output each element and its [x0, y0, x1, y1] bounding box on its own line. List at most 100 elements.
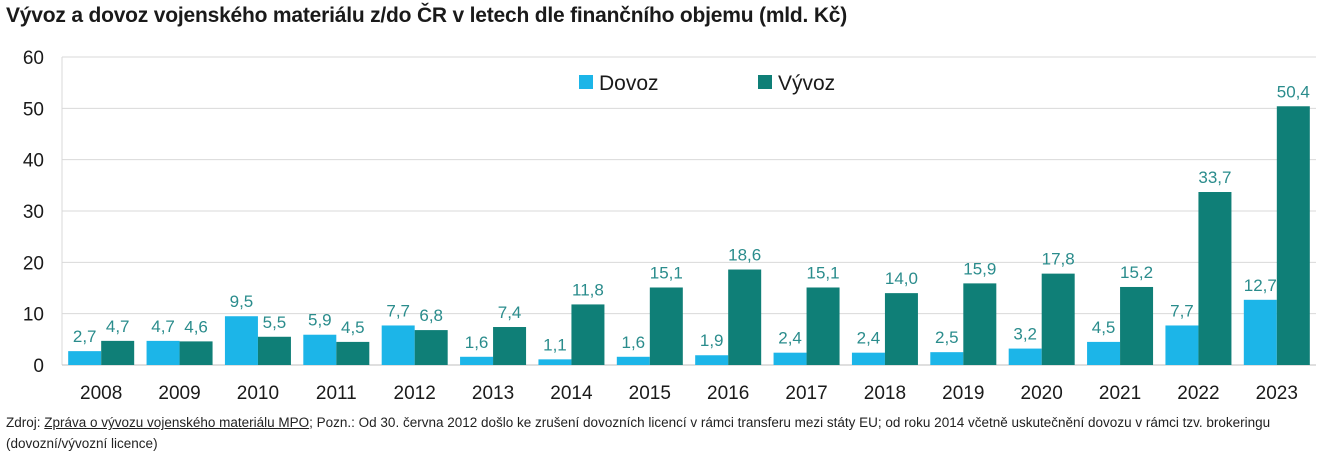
data-label-dovoz: 7,7 [386, 301, 410, 320]
bar-dovoz [1087, 341, 1121, 365]
bar-vyvoz [493, 327, 527, 365]
bar-dovoz [695, 355, 729, 365]
y-tick-label: 30 [23, 202, 44, 223]
y-tick-label: 40 [23, 151, 44, 172]
data-label-vyvoz: 33,7 [1198, 168, 1231, 187]
x-tick-label: 2014 [550, 383, 593, 404]
data-label-vyvoz: 11,8 [572, 280, 604, 299]
bar-vyvoz [1276, 106, 1310, 365]
data-label-vyvoz: 18,6 [728, 246, 761, 265]
bar-vyvoz [649, 287, 683, 365]
bar-dovoz [773, 352, 807, 365]
bar-vyvoz [884, 293, 918, 365]
y-tick-label: 20 [23, 253, 44, 274]
bar-vyvoz [414, 330, 448, 365]
data-label-vyvoz: 4,7 [106, 317, 130, 336]
x-tick-label: 2013 [472, 383, 514, 404]
x-tick-label: 2017 [785, 383, 827, 404]
data-label-dovoz: 4,5 [1092, 318, 1116, 337]
legend-swatch-dovoz [579, 75, 593, 89]
data-label-dovoz: 1,9 [700, 331, 724, 350]
legend: Dovoz Vývoz [579, 72, 835, 95]
bar-dovoz [1165, 325, 1199, 365]
bar-vyvoz [1041, 273, 1075, 365]
bar-vyvoz [179, 341, 213, 365]
x-tick-label: 2016 [707, 383, 749, 404]
x-tick-label: 2023 [1256, 383, 1298, 404]
data-label-dovoz: 3,2 [1013, 325, 1037, 344]
bars [68, 106, 1310, 365]
x-tick-label: 2015 [629, 383, 671, 404]
bar-dovoz [146, 340, 180, 365]
data-label-dovoz: 2,4 [778, 329, 802, 348]
x-tick-label: 2021 [1099, 383, 1141, 404]
data-label-vyvoz: 15,2 [1120, 263, 1153, 282]
bar-vyvoz [101, 340, 135, 365]
data-label-dovoz: 2,5 [935, 328, 959, 347]
bar-dovoz [303, 334, 337, 365]
data-label-vyvoz: 14,0 [885, 269, 918, 288]
data-label-dovoz: 5,9 [308, 311, 332, 330]
bar-vyvoz [257, 336, 291, 365]
legend-label-vyvoz: Vývoz [778, 72, 835, 95]
data-label-vyvoz: 5,5 [263, 313, 287, 332]
data-label-vyvoz: 17,8 [1042, 250, 1075, 269]
data-label-vyvoz: 50,4 [1277, 82, 1310, 101]
bar-vyvoz [728, 269, 762, 365]
y-tick-label: 0 [33, 356, 44, 377]
bar-vyvoz [963, 283, 997, 365]
footnote-note: ; Pozn.: Od 30. června 2012 došlo ke zru… [6, 415, 1271, 451]
data-label-vyvoz: 15,1 [650, 263, 683, 282]
data-label-dovoz: 12,7 [1244, 276, 1277, 295]
x-tick-label: 2011 [316, 383, 357, 404]
bar-dovoz [930, 352, 964, 365]
x-tick-label: 2018 [864, 383, 906, 404]
data-label-vyvoz: 15,9 [963, 259, 996, 278]
data-label-dovoz: 2,7 [73, 327, 97, 346]
data-label-dovoz: 4,7 [151, 317, 175, 336]
source-link[interactable]: Zpráva o vývozu vojenského materiálu MPO [44, 415, 310, 430]
data-label-dovoz: 1,1 [543, 335, 567, 354]
bar-vyvoz [1198, 192, 1232, 365]
y-tick-label: 60 [23, 48, 44, 69]
x-tick-label: 2019 [942, 383, 984, 404]
bar-vyvoz [336, 341, 370, 365]
x-tick-label: 2009 [158, 383, 200, 404]
data-label-dovoz: 9,5 [230, 292, 254, 311]
x-tick-label: 2020 [1021, 383, 1063, 404]
data-label-vyvoz: 4,6 [184, 317, 208, 336]
footnote: Zdroj: Zpráva o vývozu vojenského materi… [6, 412, 1306, 454]
x-tick-label: 2008 [80, 383, 122, 404]
data-label-dovoz: 7,7 [1170, 301, 1194, 320]
bar-chart: 0 10 20 30 40 50 60 2,7 4,7 4,7 4,6 9,5 5,5 5,9 4,5 7,… [23, 48, 1316, 404]
legend-swatch-vyvoz [758, 75, 772, 89]
bar-dovoz [1243, 299, 1277, 365]
x-tick-label: 2022 [1177, 383, 1219, 404]
bar-vyvoz [806, 287, 840, 365]
source-prefix: Zdroj: [6, 415, 45, 430]
bar-vyvoz [1120, 286, 1154, 365]
x-tick-label: 2012 [394, 383, 436, 404]
bar-dovoz [68, 351, 102, 365]
bar-vyvoz [571, 304, 605, 365]
data-label-vyvoz: 7,4 [498, 303, 522, 322]
data-label-dovoz: 1,6 [621, 333, 645, 352]
bar-dovoz [616, 356, 650, 365]
chart-title: Vývoz a dovoz vojenského materiálu z/do … [6, 4, 848, 27]
legend-label-dovoz: Dovoz [599, 72, 659, 95]
bar-dovoz [538, 359, 572, 365]
y-tick-label: 50 [23, 99, 44, 120]
x-axis: 2008 2009 2010 2011 2012 2013 2014 2015 2016 2017… [80, 383, 1298, 404]
data-label-vyvoz: 6,8 [419, 306, 443, 325]
data-label-dovoz: 1,6 [465, 333, 489, 352]
data-labels: 2,7 4,7 4,7 4,6 9,5 5,5 5,9 4,5 7,7 6,8 1,6 7,4 1,1 1… [73, 82, 1310, 354]
bar-dovoz [851, 352, 885, 365]
y-tick-label: 10 [23, 305, 44, 326]
data-label-vyvoz: 15,1 [807, 263, 840, 282]
bar-dovoz [460, 356, 494, 365]
bar-dovoz [1008, 348, 1042, 365]
bar-dovoz [224, 316, 258, 365]
data-label-dovoz: 2,4 [857, 329, 881, 348]
x-tick-label: 2010 [237, 383, 279, 404]
data-label-vyvoz: 4,5 [341, 318, 365, 337]
